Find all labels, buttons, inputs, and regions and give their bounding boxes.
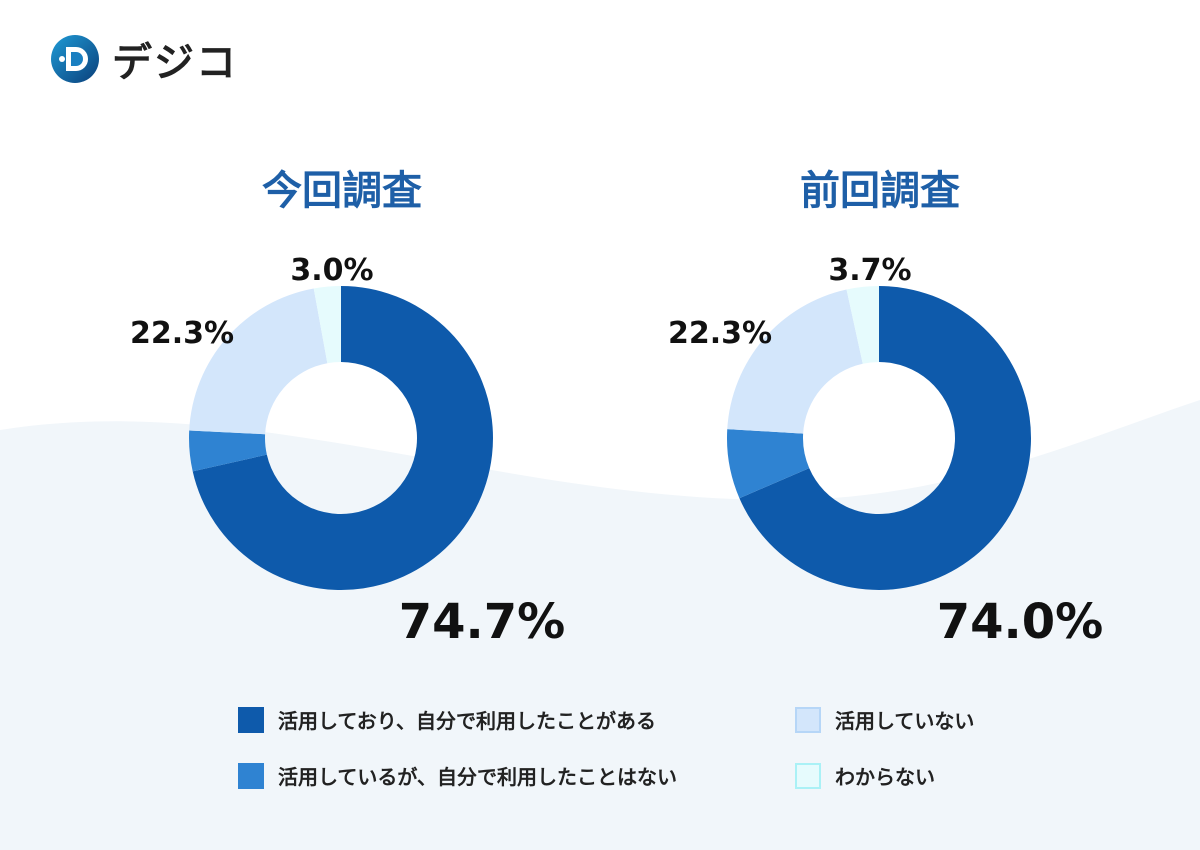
data-label: 3.0% bbox=[290, 253, 373, 288]
data-label: 74.7% bbox=[399, 594, 566, 650]
slice-not-used bbox=[727, 289, 863, 434]
legend-swatch bbox=[795, 762, 821, 789]
logo-d-icon bbox=[51, 35, 99, 83]
legend-item-not-used: 活用していない bbox=[795, 705, 974, 734]
logo: デジコ bbox=[50, 34, 238, 86]
legend-swatch bbox=[795, 706, 821, 733]
slice-unknown bbox=[313, 286, 341, 364]
legend-swatch bbox=[238, 706, 264, 733]
legend-item-unknown: わからない bbox=[795, 761, 935, 790]
slice-used-personally bbox=[192, 286, 493, 590]
legend-item-used-not-personally: 活用しているが、自分で利用したことはない bbox=[238, 761, 677, 790]
slice-used-not-personally bbox=[189, 430, 267, 472]
legend-label: 活用していない bbox=[835, 709, 975, 733]
legend-swatch bbox=[238, 762, 264, 789]
legend-item-used-personally: 活用しており、自分で利用したことがある bbox=[238, 705, 656, 734]
donut-chart-previous: 74.0% 22.3% 3.7% bbox=[668, 253, 1104, 650]
donut-chart-current: 74.7% 22.3% 3.0% bbox=[130, 253, 566, 650]
data-label: 22.3% bbox=[130, 316, 234, 351]
data-label: 3.7% bbox=[828, 253, 911, 288]
legend-label: 活用しているが、自分で利用したことはない bbox=[278, 765, 677, 789]
chart-title-current: 今回調査 bbox=[262, 168, 422, 214]
slice-unknown bbox=[846, 286, 879, 364]
data-label: 22.3% bbox=[668, 316, 772, 351]
slice-used-personally bbox=[739, 286, 1031, 590]
slice-used-not-personally bbox=[727, 429, 810, 499]
chart-title-previous: 前回調査 bbox=[800, 168, 960, 214]
slice-not-used bbox=[189, 288, 328, 435]
logo-text: デジコ bbox=[112, 40, 238, 86]
legend-label: わからない bbox=[835, 765, 935, 789]
legend-label: 活用しており、自分で利用したことがある bbox=[278, 709, 656, 733]
data-label: 74.0% bbox=[937, 594, 1104, 650]
